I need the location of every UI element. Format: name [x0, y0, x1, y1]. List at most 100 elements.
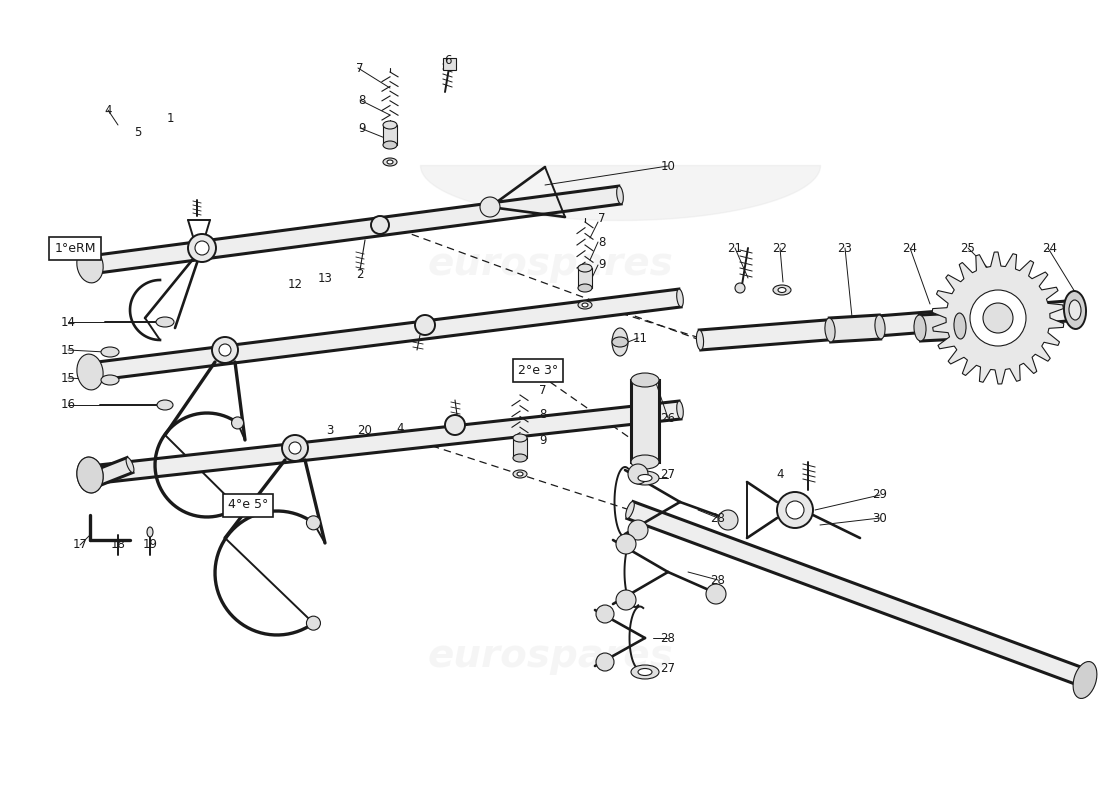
Ellipse shape [87, 363, 94, 381]
Circle shape [195, 241, 209, 255]
Ellipse shape [676, 289, 683, 307]
Circle shape [616, 534, 636, 554]
Ellipse shape [874, 315, 886, 339]
Circle shape [628, 520, 648, 540]
Text: 19: 19 [143, 538, 157, 551]
Ellipse shape [1064, 291, 1086, 329]
Text: 28: 28 [711, 511, 725, 525]
Ellipse shape [1069, 300, 1081, 320]
Text: eurospares: eurospares [427, 637, 673, 675]
Text: 2°e 3°: 2°e 3° [518, 363, 558, 377]
Circle shape [289, 442, 301, 454]
FancyBboxPatch shape [578, 268, 592, 288]
Ellipse shape [383, 121, 397, 129]
Text: 21: 21 [727, 242, 742, 254]
Circle shape [706, 584, 726, 604]
Text: 12: 12 [287, 278, 303, 291]
Ellipse shape [631, 455, 659, 469]
Circle shape [307, 616, 320, 630]
Text: 14: 14 [60, 315, 76, 329]
Ellipse shape [513, 434, 527, 442]
FancyBboxPatch shape [383, 125, 397, 145]
Ellipse shape [582, 303, 588, 307]
Text: eurospares: eurospares [427, 245, 673, 283]
Ellipse shape [578, 264, 592, 272]
Text: 5: 5 [134, 126, 142, 138]
Circle shape [371, 216, 389, 234]
Text: 28: 28 [661, 631, 675, 645]
Ellipse shape [147, 527, 153, 537]
Ellipse shape [77, 457, 103, 493]
Circle shape [480, 197, 501, 217]
Text: 17: 17 [73, 538, 88, 551]
Text: 27: 27 [660, 662, 675, 674]
Text: 10: 10 [661, 159, 675, 173]
Ellipse shape [157, 400, 173, 410]
Ellipse shape [77, 354, 103, 390]
Ellipse shape [638, 474, 652, 482]
Text: 13: 13 [318, 271, 332, 285]
Text: 22: 22 [772, 242, 788, 254]
Circle shape [188, 234, 216, 262]
Ellipse shape [126, 458, 134, 473]
Text: 7: 7 [356, 62, 364, 74]
Ellipse shape [676, 401, 683, 419]
Circle shape [415, 315, 434, 335]
Ellipse shape [87, 256, 94, 274]
Polygon shape [89, 458, 133, 487]
Ellipse shape [631, 373, 659, 387]
Ellipse shape [578, 284, 592, 292]
Circle shape [777, 492, 813, 528]
Circle shape [786, 501, 804, 519]
Circle shape [212, 337, 238, 363]
Text: 7: 7 [598, 211, 606, 225]
Polygon shape [829, 315, 881, 342]
Ellipse shape [77, 247, 103, 283]
Polygon shape [89, 401, 681, 484]
Text: 16: 16 [60, 398, 76, 411]
Text: 9: 9 [359, 122, 365, 134]
Polygon shape [627, 502, 1093, 689]
Text: 23: 23 [837, 242, 852, 254]
Ellipse shape [383, 158, 397, 166]
Ellipse shape [517, 472, 522, 476]
Ellipse shape [101, 347, 119, 357]
Circle shape [983, 303, 1013, 333]
Text: 18: 18 [111, 538, 125, 551]
Text: 4: 4 [104, 103, 112, 117]
Ellipse shape [387, 160, 393, 164]
Text: 27: 27 [660, 469, 675, 482]
Circle shape [232, 417, 243, 429]
Ellipse shape [773, 285, 791, 295]
Ellipse shape [612, 328, 628, 356]
Text: 24: 24 [902, 242, 917, 254]
Ellipse shape [513, 454, 527, 462]
Circle shape [596, 653, 614, 671]
Text: 24: 24 [1043, 242, 1057, 254]
Text: 2: 2 [356, 269, 364, 282]
Ellipse shape [631, 471, 659, 485]
Text: 15: 15 [60, 371, 76, 385]
Text: 30: 30 [872, 511, 888, 525]
Text: 4°e 5°: 4°e 5° [228, 498, 268, 511]
Circle shape [616, 590, 636, 610]
Ellipse shape [626, 502, 635, 518]
FancyBboxPatch shape [443, 58, 456, 70]
Ellipse shape [617, 186, 624, 204]
Ellipse shape [638, 669, 652, 675]
Ellipse shape [825, 318, 835, 342]
Text: 15: 15 [60, 343, 76, 357]
Text: 9: 9 [598, 258, 606, 271]
Text: 25: 25 [960, 242, 976, 254]
Ellipse shape [77, 457, 103, 493]
Text: 6: 6 [444, 54, 452, 66]
Ellipse shape [101, 375, 119, 385]
Circle shape [596, 605, 614, 623]
Ellipse shape [778, 287, 786, 293]
Ellipse shape [612, 337, 628, 347]
Ellipse shape [578, 301, 592, 309]
Ellipse shape [914, 315, 926, 341]
Polygon shape [89, 289, 681, 381]
Polygon shape [89, 186, 622, 274]
Circle shape [446, 415, 465, 435]
